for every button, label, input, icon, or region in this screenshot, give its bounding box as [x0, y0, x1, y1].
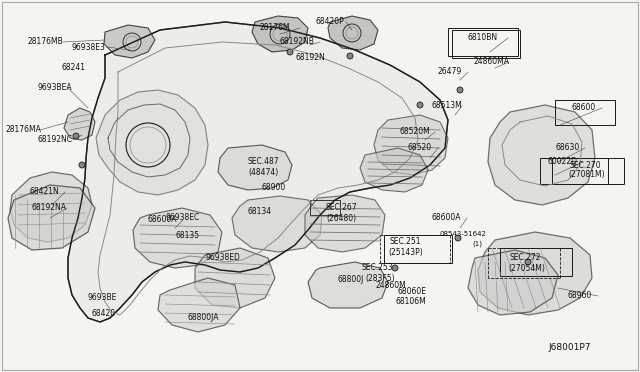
Polygon shape — [328, 16, 378, 50]
Text: 68135: 68135 — [175, 231, 199, 240]
Circle shape — [417, 102, 423, 108]
Text: 68960: 68960 — [568, 292, 592, 301]
Text: 28176M: 28176M — [260, 23, 291, 32]
Text: (283F5): (283F5) — [365, 273, 395, 282]
Text: 68134: 68134 — [248, 208, 272, 217]
Text: 68192NA: 68192NA — [32, 203, 67, 212]
Polygon shape — [64, 108, 95, 140]
Text: SEC.267: SEC.267 — [326, 203, 358, 212]
Polygon shape — [478, 232, 592, 315]
Text: (1): (1) — [472, 241, 482, 247]
Circle shape — [457, 87, 463, 93]
Circle shape — [525, 259, 531, 265]
Polygon shape — [10, 172, 92, 242]
Text: 60022D: 60022D — [548, 157, 578, 167]
Text: 6810BN: 6810BN — [468, 33, 498, 42]
Bar — [448, 28, 518, 56]
Bar — [310, 200, 340, 215]
Text: 24860M: 24860M — [375, 282, 406, 291]
Text: 68900: 68900 — [262, 183, 286, 192]
Polygon shape — [232, 196, 322, 252]
Text: 68192N: 68192N — [296, 54, 326, 62]
Text: 68630: 68630 — [555, 144, 579, 153]
Bar — [540, 158, 608, 184]
Polygon shape — [252, 16, 308, 52]
Polygon shape — [308, 262, 388, 308]
Text: 68800JA: 68800JA — [188, 314, 220, 323]
Text: 24860MA: 24860MA — [474, 58, 510, 67]
Bar — [452, 30, 520, 58]
Text: SEC.270: SEC.270 — [570, 160, 602, 170]
Text: 68520M: 68520M — [400, 128, 431, 137]
Text: J68001P7: J68001P7 — [548, 343, 591, 353]
Text: 28176MB: 28176MB — [28, 38, 64, 46]
Text: SEC.253: SEC.253 — [362, 263, 394, 273]
Text: (26480): (26480) — [326, 214, 356, 222]
Text: 96938E3: 96938E3 — [72, 42, 106, 51]
Text: 68600A: 68600A — [148, 215, 177, 224]
Text: 68520: 68520 — [408, 144, 432, 153]
Bar — [384, 235, 452, 263]
Circle shape — [287, 49, 293, 55]
Text: 68800J: 68800J — [338, 276, 364, 285]
Circle shape — [79, 162, 85, 168]
Text: 68421N: 68421N — [30, 187, 60, 196]
Text: 68060E: 68060E — [398, 288, 427, 296]
Polygon shape — [195, 248, 275, 308]
Text: 26479: 26479 — [438, 67, 462, 77]
Text: SEC.251: SEC.251 — [390, 237, 422, 247]
Text: (27081M): (27081M) — [568, 170, 605, 180]
Text: 68106M: 68106M — [395, 298, 426, 307]
Text: 68241: 68241 — [62, 64, 86, 73]
Text: (48474): (48474) — [248, 167, 278, 176]
Text: 68600A: 68600A — [432, 214, 461, 222]
Circle shape — [73, 133, 79, 139]
Polygon shape — [488, 105, 595, 205]
Text: 28176MA: 28176MA — [5, 125, 41, 135]
Text: SEC.272: SEC.272 — [510, 253, 541, 263]
Bar — [500, 248, 572, 276]
Text: 68192NC: 68192NC — [38, 135, 73, 144]
Text: 9693BEA: 9693BEA — [38, 83, 72, 93]
Text: 08543-51642: 08543-51642 — [440, 231, 487, 237]
Polygon shape — [468, 250, 558, 315]
Text: 96938ED: 96938ED — [205, 253, 240, 263]
Circle shape — [347, 53, 353, 59]
Polygon shape — [158, 278, 240, 332]
Text: (27054M): (27054M) — [508, 263, 545, 273]
Text: 68192NB: 68192NB — [280, 38, 315, 46]
Text: 68420: 68420 — [92, 310, 116, 318]
Polygon shape — [68, 22, 448, 322]
Polygon shape — [374, 115, 448, 175]
Bar — [555, 100, 615, 125]
Text: (25143P): (25143P) — [388, 247, 423, 257]
Polygon shape — [360, 148, 428, 192]
Polygon shape — [8, 185, 95, 250]
Text: 68420P: 68420P — [316, 17, 345, 26]
Circle shape — [455, 235, 461, 241]
Polygon shape — [218, 145, 292, 190]
Text: 96938EC: 96938EC — [165, 214, 199, 222]
Text: 9693BE: 9693BE — [88, 294, 117, 302]
Circle shape — [392, 265, 398, 271]
Polygon shape — [305, 195, 385, 252]
Polygon shape — [96, 90, 208, 195]
Text: 68600: 68600 — [572, 103, 596, 112]
Bar — [552, 158, 624, 184]
Polygon shape — [133, 208, 222, 268]
Polygon shape — [104, 25, 155, 58]
Text: SEC.487: SEC.487 — [248, 157, 280, 167]
Text: 68513M: 68513M — [432, 102, 463, 110]
